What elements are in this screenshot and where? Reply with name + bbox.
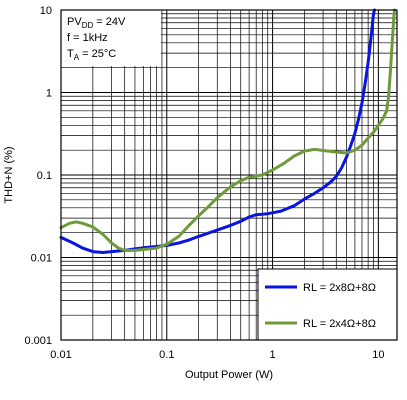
series-layer <box>59 8 396 254</box>
series-line-1 <box>59 8 396 252</box>
y-axis-title: THD+N (%) <box>3 146 15 203</box>
x-tick-label: 0.01 <box>50 349 71 361</box>
condition-temperature: TA = 25°C <box>67 48 116 62</box>
y-tick-label: 0.001 <box>24 335 52 347</box>
condition-frequency: f = 1kHz <box>67 32 108 44</box>
legend-label-2x4: RL = 2x4Ω+8Ω <box>303 318 376 330</box>
plot-frame <box>60 9 398 341</box>
conditions-box: PVDD = 24V f = 1kHz TA = 25°C <box>61 10 161 66</box>
y-tick-label: 0.01 <box>31 253 52 265</box>
y-tick-label: 1 <box>46 88 52 100</box>
legend: RL = 2x8Ω+8Ω RL = 2x4Ω+8Ω <box>257 268 398 341</box>
legend-label-2x8: RL = 2x8Ω+8Ω <box>303 282 376 294</box>
x-tick-label: 10 <box>372 349 384 361</box>
y-tick-label: 0.1 <box>37 170 52 182</box>
tick-labels: 0.01 0.1 1 10 0.001 0.01 0.1 1 10 <box>24 5 384 361</box>
y-tick-label: 10 <box>40 5 52 17</box>
x-tick-label: 0.1 <box>159 349 174 361</box>
condition-supply: PVDD = 24V <box>67 16 126 30</box>
x-tick-label: 1 <box>270 349 276 361</box>
x-axis-title: Output Power (W) <box>185 369 273 381</box>
